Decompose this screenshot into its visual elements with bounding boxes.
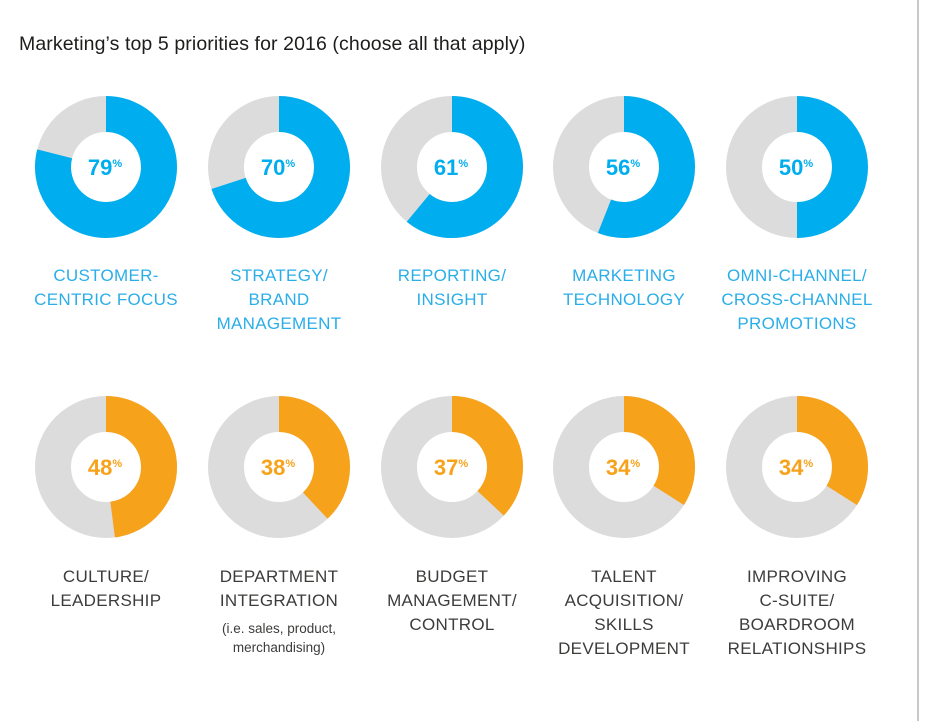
donut-value-arc — [105, 396, 177, 538]
donut-value-arc — [451, 396, 523, 516]
donut-caption: DEPARTMENT INTEGRATION — [193, 565, 365, 613]
donut-value-label: 79% — [88, 155, 122, 180]
caption-line: INTEGRATION — [219, 591, 339, 610]
caption-line: TECHNOLOGY — [562, 290, 686, 309]
donut-value-label: 37% — [434, 455, 468, 480]
caption-line: MANAGEMENT/ — [387, 591, 517, 610]
caption-line: REPORTING/ — [397, 266, 507, 285]
caption-line: OMNI-CHANNEL/ — [727, 266, 867, 285]
caption-line: TALENT — [591, 567, 657, 586]
donut-value-label: 48% — [88, 455, 122, 480]
subtext-line: (i.e. sales, product, — [221, 621, 337, 636]
donut-caption: BUDGET MANAGEMENT/CONTROL — [366, 565, 538, 637]
caption-line: IMPROVING — [747, 567, 847, 586]
donut-6: 48% — [35, 396, 177, 538]
donut-value-label: 34% — [779, 455, 813, 480]
donut-1: 79% — [35, 96, 177, 238]
caption-line: LEADERSHIP — [50, 591, 162, 610]
caption-line: DEVELOPMENT — [558, 639, 690, 658]
donut-8: 37% — [381, 396, 523, 538]
caption-line: CULTURE/ — [62, 567, 150, 586]
donut-5: 50% — [726, 96, 868, 238]
caption-line: RELATIONSHIPS — [727, 639, 867, 658]
caption-line: INSIGHT — [416, 290, 488, 309]
donut-caption: IMPROVING C-SUITE/BOARDROOM RELATIONSHIPS — [711, 565, 883, 661]
donut-value-arc — [211, 96, 350, 238]
donut-3: 61% — [381, 96, 523, 238]
caption-line: C-SUITE/ — [759, 591, 835, 610]
caption-line: ACQUISITION/ — [564, 591, 684, 610]
donut-value-label: 70% — [261, 155, 295, 180]
caption-line: PROMOTIONS — [737, 314, 857, 333]
donut-value-arc — [406, 96, 523, 238]
donut-2: 70% — [208, 96, 350, 238]
donut-caption: REPORTING/INSIGHT — [366, 264, 538, 312]
caption-line: BOARDROOM — [738, 615, 856, 634]
donut-value-label: 34% — [606, 455, 640, 480]
donut-7: 38% — [208, 396, 350, 538]
caption-line: SKILLS — [594, 615, 654, 634]
caption-line: MANAGEMENT — [216, 314, 342, 333]
donut-value-arc — [35, 96, 177, 238]
donut-value-label: 50% — [779, 155, 813, 180]
chart-title: Marketing’s top 5 priorities for 2016 (c… — [19, 33, 526, 55]
donut-value-label: 38% — [261, 455, 295, 480]
donut-value-arc — [278, 396, 350, 519]
donut-value-arc — [597, 96, 695, 238]
caption-line: CONTROL — [409, 615, 495, 634]
caption-line: CENTRIC FOCUS — [34, 290, 178, 309]
donut-caption: TALENT ACQUISITION/SKILLS DEVELOPMENT — [538, 565, 710, 661]
donut-caption: CUSTOMER- CENTRIC FOCUS — [20, 264, 192, 312]
donut-caption: OMNI-CHANNEL/CROSS-CHANNEL PROMOTIONS — [711, 264, 883, 336]
donut-4: 56% — [553, 96, 695, 238]
caption-line: STRATEGY/ — [230, 266, 328, 285]
caption-subtext: (i.e. sales, product, merchandising) — [193, 619, 365, 657]
donut-caption: CULTURE/LEADERSHIP — [20, 565, 192, 613]
caption-line: MARKETING — [572, 266, 676, 285]
donut-value-label: 61% — [434, 155, 468, 180]
donut-caption: MARKETING TECHNOLOGY — [538, 264, 710, 312]
donut-10: 34% — [726, 396, 868, 538]
caption-line: BUDGET — [415, 567, 489, 586]
subtext-line: merchandising) — [232, 640, 326, 655]
donut-value-label: 56% — [606, 155, 640, 180]
donut-9: 34% — [553, 396, 695, 538]
page-edge — [917, 0, 919, 721]
donut-value-arc — [796, 96, 868, 238]
donut-caption: STRATEGY/BRAND MANAGEMENT — [193, 264, 365, 336]
caption-line: CROSS-CHANNEL — [721, 290, 873, 309]
caption-line: DEPARTMENT — [219, 567, 339, 586]
donut-value-arc — [623, 396, 695, 506]
caption-line: CUSTOMER- — [53, 266, 159, 285]
donut-value-arc — [796, 396, 868, 506]
caption-line: BRAND — [248, 290, 310, 309]
